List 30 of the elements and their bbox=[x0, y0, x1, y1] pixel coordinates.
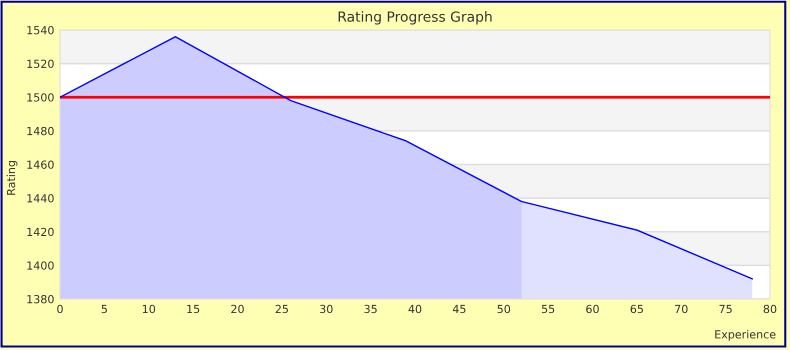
y-tick-label: 1400 bbox=[27, 261, 54, 270]
y-tick-label: 1540 bbox=[27, 26, 54, 34]
y-tick-label: 1460 bbox=[27, 160, 54, 169]
x-tick-label: 5 bbox=[102, 304, 107, 314]
x-tick-label: 45 bbox=[452, 304, 466, 314]
x-tick-label: 15 bbox=[187, 304, 200, 314]
y-tick-label: 1440 bbox=[27, 194, 54, 203]
y-tick-label: 1420 bbox=[27, 228, 54, 236]
x-tick-label: 10 bbox=[142, 304, 156, 314]
x-tick-label: 70 bbox=[675, 304, 688, 314]
x-axis-title: Experience bbox=[715, 330, 776, 341]
x-tick-label: 60 bbox=[586, 304, 599, 314]
x-tick-label: 40 bbox=[408, 304, 422, 314]
x-tick-label: 50 bbox=[498, 304, 510, 314]
x-tick-label: 75 bbox=[719, 304, 732, 314]
y-tick-label: 1500 bbox=[27, 93, 54, 102]
x-tick-label: 55 bbox=[542, 304, 554, 314]
y-axis-title: Rating bbox=[6, 161, 18, 195]
chart-title: Rating Progress Graph bbox=[338, 11, 492, 25]
line-series bbox=[60, 36, 753, 280]
y-tick-label: 1480 bbox=[27, 126, 54, 136]
y-tick-label: 1520 bbox=[27, 60, 54, 68]
x-tick-label: 20 bbox=[231, 304, 244, 314]
x-tick-label: 25 bbox=[276, 304, 288, 314]
x-tick-label: 65 bbox=[630, 304, 643, 314]
x-tick-label: 35 bbox=[364, 304, 377, 314]
x-tick-label: 0 bbox=[57, 304, 63, 314]
x-tick-label: 80 bbox=[764, 304, 776, 314]
x-tick-label: 30 bbox=[320, 304, 333, 314]
y-tick-label: 1380 bbox=[27, 294, 54, 304]
